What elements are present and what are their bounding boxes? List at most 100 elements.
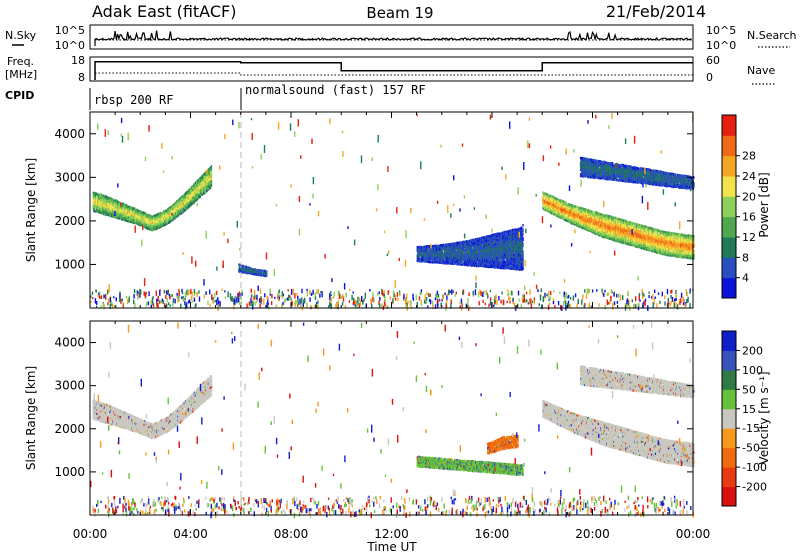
data-cell	[172, 216, 174, 219]
data-cell	[100, 198, 102, 201]
data-cell	[196, 183, 199, 187]
data-cell	[101, 196, 104, 199]
data-cell	[175, 207, 178, 210]
data-cell	[602, 233, 605, 237]
data-cell	[163, 210, 165, 213]
nsky-tick-bottom: 10^0	[55, 39, 85, 52]
data-cell	[105, 213, 108, 216]
data-cell	[150, 219, 153, 222]
data-cell	[204, 179, 206, 182]
data-cell	[112, 198, 115, 202]
data-cell	[183, 197, 185, 201]
data-cell	[103, 206, 106, 209]
data-cell	[420, 245, 422, 248]
data-cell	[192, 186, 194, 189]
data-cell	[95, 210, 97, 213]
data-cell	[196, 197, 199, 201]
data-cell	[191, 185, 194, 188]
data-cell	[210, 177, 213, 180]
data-cell	[166, 222, 168, 225]
data-cell	[201, 189, 204, 192]
data-cell	[133, 207, 135, 210]
data-cell	[98, 207, 100, 210]
data-cell	[175, 213, 178, 216]
data-cell	[108, 208, 110, 211]
data-cell	[143, 214, 145, 217]
data-cell	[114, 199, 117, 202]
nave-tick-bottom: 0	[706, 71, 713, 84]
data-cell	[247, 268, 250, 271]
data-cell	[137, 209, 139, 212]
data-cell	[170, 205, 172, 209]
data-cell	[95, 201, 98, 204]
data-cell	[113, 213, 115, 217]
data-cell	[105, 197, 107, 200]
data-cell	[104, 201, 106, 204]
data-cell	[121, 210, 124, 213]
data-cell	[522, 250, 524, 253]
data-cell	[254, 272, 256, 276]
cpid-panel: CPID rbsp 200 RF normalsound (fast) 157 …	[5, 83, 426, 110]
data-cell	[111, 205, 113, 208]
data-cell	[174, 204, 177, 207]
data-cell	[150, 215, 153, 218]
data-cell	[126, 219, 128, 223]
data-cell	[118, 201, 120, 204]
data-cell	[204, 183, 206, 186]
data-cell	[199, 187, 201, 190]
data-cell	[154, 225, 157, 228]
data-cell	[117, 206, 120, 209]
data-cell	[128, 218, 131, 221]
data-cell	[203, 176, 206, 180]
data-cell	[108, 214, 110, 217]
data-cell	[194, 184, 197, 187]
data-cell	[174, 202, 176, 205]
data-cell	[166, 220, 169, 223]
nsearch-label: N.Search	[747, 29, 797, 42]
date-title: 21/Feb/2014	[606, 2, 706, 21]
data-cell	[200, 188, 203, 191]
data-cell	[188, 197, 190, 200]
data-cell	[203, 190, 205, 193]
data-cell	[180, 196, 182, 199]
data-cell	[114, 204, 117, 207]
data-cell	[154, 214, 157, 217]
nave-label: Nave	[747, 64, 775, 77]
data-cell	[199, 183, 201, 186]
data-cell	[254, 268, 257, 271]
data-cell	[193, 189, 195, 192]
data-cell	[580, 207, 582, 210]
data-cell	[129, 216, 131, 219]
data-cell	[116, 210, 119, 213]
data-cell	[161, 211, 163, 215]
data-cell	[174, 216, 177, 219]
data-cell	[149, 214, 152, 218]
data-cell	[522, 237, 524, 240]
data-cell	[194, 185, 197, 189]
freq-trace	[94, 61, 693, 80]
data-cell	[186, 207, 188, 210]
data-cell	[162, 214, 165, 217]
data-cell	[114, 216, 116, 219]
data-cell	[504, 230, 506, 233]
data-cell	[108, 211, 111, 215]
data-cell	[98, 204, 100, 208]
data-cell	[113, 209, 115, 212]
data-cell	[193, 185, 195, 188]
data-cell	[125, 213, 128, 217]
data-cell	[252, 273, 255, 276]
data-cell	[150, 223, 152, 226]
data-cell	[207, 186, 210, 189]
data-cell	[202, 192, 205, 195]
data-cell	[97, 206, 99, 210]
data-cell	[105, 195, 107, 198]
data-cell	[522, 252, 524, 255]
data-cell	[145, 222, 148, 226]
data-cell	[186, 201, 188, 204]
data-cell	[177, 212, 180, 215]
data-cell	[130, 220, 132, 224]
data-cell	[130, 212, 132, 216]
data-cell	[141, 211, 143, 214]
data-cell	[206, 178, 208, 181]
